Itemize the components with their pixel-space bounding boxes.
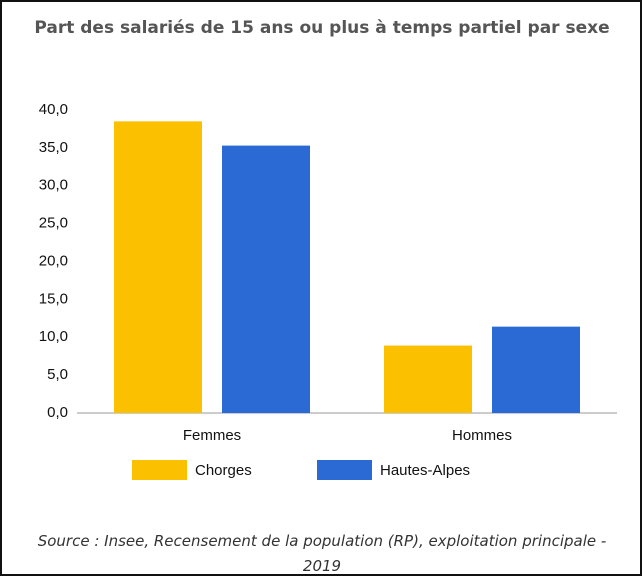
y-tick-label: 15,0 — [39, 290, 68, 307]
y-tick-label: 5,0 — [47, 366, 68, 383]
bar — [384, 345, 472, 413]
y-tick-label: 40,0 — [39, 101, 68, 118]
x-tick-label: Femmes — [183, 427, 241, 444]
legend-swatch — [317, 460, 372, 480]
legend-label: Hautes-Alpes — [380, 462, 470, 479]
legend-label: Chorges — [195, 462, 252, 479]
bar — [492, 326, 580, 413]
chart: 0,0 5,0 10,0 15,0 20,0 25,0 30,0 35,0 40,0 Femmes… — [39, 101, 617, 480]
legend-swatch — [132, 460, 187, 480]
y-tick-label: 10,0 — [39, 328, 68, 345]
y-tick-label: 20,0 — [39, 252, 68, 269]
x-tick-label: Hommes — [452, 427, 512, 444]
bar — [114, 121, 202, 414]
y-tick-label: 25,0 — [39, 215, 68, 232]
y-tick-label: 30,0 — [39, 177, 68, 194]
y-tick-label: 0,0 — [47, 404, 68, 421]
source-note: Source : Insee, Recensement de la popula… — [37, 532, 607, 575]
bar — [222, 145, 310, 414]
y-tick-label: 35,0 — [39, 139, 68, 156]
chart-title: Part des salariés de 15 ans ou plus à te… — [34, 18, 610, 38]
